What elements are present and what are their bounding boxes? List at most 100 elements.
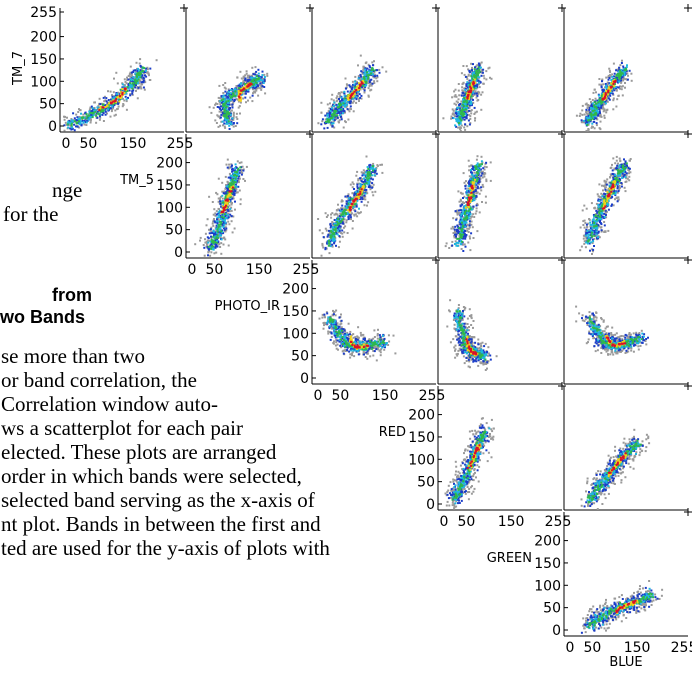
density-point (467, 68, 470, 71)
density-point (234, 170, 237, 173)
density-point (355, 194, 357, 197)
body-text-line: se more than two (1, 344, 146, 368)
density-point (346, 90, 349, 93)
density-point (216, 238, 219, 241)
density-point (369, 66, 372, 69)
density-point (584, 103, 587, 106)
density-point (594, 104, 597, 107)
density-point (372, 169, 375, 172)
density-point (619, 74, 622, 77)
density-point (233, 189, 236, 192)
density-point (356, 82, 359, 85)
density-point (219, 197, 221, 200)
density-point (472, 83, 475, 86)
density-point (602, 102, 605, 105)
density-point (207, 251, 210, 254)
density-point (259, 87, 262, 90)
density-point (466, 97, 469, 100)
density-point (626, 64, 628, 67)
density-point (221, 223, 224, 225)
density-point (65, 123, 68, 126)
density-point (605, 99, 608, 102)
density-point (588, 105, 591, 108)
density-point (600, 92, 603, 95)
density-point (616, 76, 619, 79)
density-point (257, 76, 260, 79)
density-point (230, 186, 233, 189)
density-point (469, 79, 472, 82)
density-point (457, 117, 459, 120)
density-point (345, 83, 348, 86)
density-point (114, 109, 117, 112)
density-point (229, 100, 232, 103)
density-point (230, 163, 233, 166)
density-point (240, 92, 243, 94)
density-point (606, 87, 609, 89)
density-point (355, 174, 358, 177)
density-point (355, 95, 358, 98)
density-point (361, 195, 364, 198)
density-point (139, 69, 142, 72)
density-point (463, 105, 466, 108)
density-point (241, 83, 244, 86)
density-point (221, 200, 224, 203)
density-point (600, 106, 603, 109)
density-point (372, 194, 375, 197)
density-point (608, 98, 611, 101)
density-point (332, 235, 334, 238)
density-point (229, 112, 232, 115)
density-point (237, 168, 239, 171)
density-point (220, 120, 223, 123)
density-point (344, 77, 347, 80)
density-point (229, 96, 232, 99)
density-point (225, 184, 228, 186)
density-point (222, 124, 224, 127)
density-point (235, 112, 238, 115)
density-point (367, 180, 370, 183)
density-point (490, 77, 493, 80)
density-point (338, 240, 341, 243)
density-point (598, 110, 601, 113)
density-point (465, 92, 468, 95)
density-point (219, 203, 222, 205)
density-point (255, 88, 258, 91)
density-point (225, 208, 228, 211)
density-point (591, 105, 594, 108)
density-point (228, 186, 231, 189)
density-point (458, 94, 461, 97)
density-point (367, 94, 370, 97)
density-point (232, 175, 235, 178)
density-point (349, 97, 352, 99)
density-point (77, 117, 80, 120)
density-point (242, 81, 245, 84)
density-point (367, 79, 370, 82)
density-point (230, 165, 233, 168)
density-point (462, 91, 465, 94)
density-point (224, 226, 227, 229)
density-point (132, 69, 135, 72)
density-point (347, 193, 350, 196)
density-point (219, 232, 222, 235)
density-point (321, 232, 324, 235)
density-point (213, 252, 216, 255)
density-point (215, 210, 218, 213)
density-point (630, 72, 633, 75)
density-point (216, 193, 219, 196)
density-point (121, 91, 124, 94)
density-point (252, 77, 255, 79)
density-point (114, 94, 117, 97)
density-point (345, 202, 348, 205)
density-point (215, 236, 218, 239)
density-point (245, 101, 247, 104)
density-point (123, 83, 126, 86)
density-point (352, 83, 354, 86)
density-point (352, 95, 355, 98)
density-point (331, 212, 334, 215)
density-point (337, 203, 339, 206)
density-point (236, 118, 239, 120)
density-point (85, 124, 88, 126)
density-point (354, 210, 357, 213)
density-point (228, 89, 231, 92)
density-point (254, 91, 257, 94)
density-point (70, 118, 73, 120)
